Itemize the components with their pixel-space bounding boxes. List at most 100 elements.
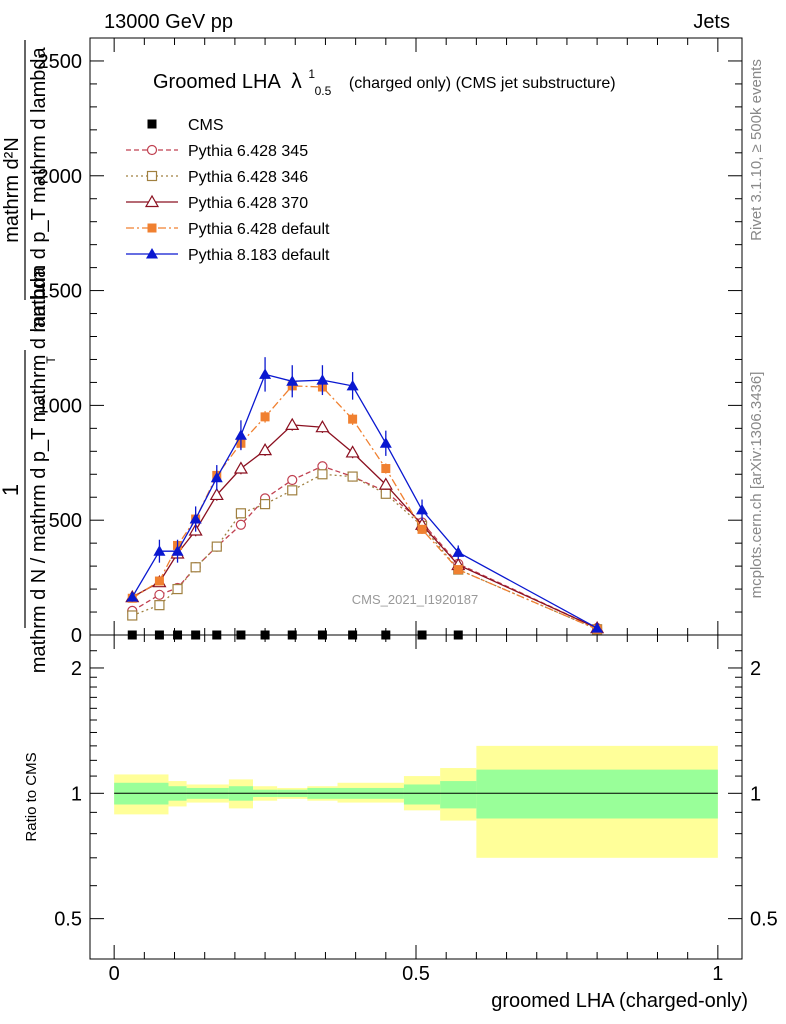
legend-label-pythia-6-428-346: Pythia 6.428 346: [188, 169, 308, 186]
legend-item-pythia-6-428-370: Pythia 6.428 370: [126, 194, 308, 212]
legend-label-pythia-8-183-default: Pythia 8.183 default: [188, 247, 330, 264]
data-point-pythia-8-183-default: [452, 546, 465, 557]
data-point-pythia-6-428-370: [345, 445, 360, 458]
legend-marker-pythia-6-428-346: [146, 170, 158, 182]
title-rest: (charged only) (CMS jet substructure): [349, 75, 616, 92]
ratio-ytick-label: 2: [71, 658, 82, 680]
ratio-ytick-label-right: 0.5: [750, 909, 778, 931]
data-point-pythia-6-428-346: [211, 541, 222, 552]
main-ylabel: 1 mathrm d N / mathrm d p_T mathrm d lam…: [0, 40, 58, 673]
data-point-pythia-6-428-default: [154, 576, 164, 586]
data-point-pythia-6-428-default: [260, 412, 270, 422]
data-point-pythia-8-183-default: [259, 368, 272, 379]
ylabel-top-denominator: mathrm d p_T mathrm d lambda: [28, 46, 50, 332]
legend-item-pythia-6-428-345: Pythia 6.428 345: [126, 143, 308, 160]
plot-title: Groomed LHA λ 1 0.5 (charged only) (CMS …: [153, 61, 616, 100]
title-subscript: 0.5: [315, 84, 332, 98]
data-point-pythia-6-428-370: [233, 461, 248, 474]
legend-item-pythia-6-428-346: Pythia 6.428 346: [126, 169, 308, 186]
data-point-pythia-8-183-default: [153, 545, 166, 556]
data-point-pythia-6-428-346: [235, 508, 247, 519]
data-point-pythia-6-428-346: [317, 469, 328, 480]
title-main: Groomed LHA: [153, 71, 281, 93]
data-point-pythia-6-428-370: [315, 419, 330, 433]
title-lambda: λ: [291, 70, 302, 93]
main-ytick-label: 2000: [38, 166, 83, 188]
data-point-pythia-6-428-346: [380, 488, 391, 499]
ratio-bands: [114, 745, 718, 858]
analysis-watermark: CMS_2021_I1920187: [352, 592, 479, 607]
ylabel-numerator: 1: [0, 484, 23, 496]
data-point-pythia-6-428-346: [259, 499, 271, 510]
legend-label-pythia-6-428-345: Pythia 6.428 345: [188, 143, 308, 160]
xtick-label: 0: [109, 963, 120, 985]
legend-marker-pythia-6-428-370: [144, 194, 160, 208]
data-point-pythia-8-183-default: [286, 375, 299, 386]
data-point-pythia-8-183-default: [346, 379, 359, 391]
ratio-band-inner: [440, 781, 477, 809]
data-point-pythia-8-183-default: [379, 437, 392, 448]
data-point-pythia-8-183-default: [210, 471, 223, 483]
mcplots-label: mcplots.cern.ch [arXiv:1306.3436]: [748, 372, 765, 599]
data-point-pythia-6-428-345: [287, 474, 298, 486]
ratio-ytick-label-right: 2: [750, 658, 761, 680]
data-point-pythia-6-428-346: [127, 610, 138, 621]
data-point-pythia-6-428-346: [190, 562, 201, 573]
series-line-pythia-6-428-346: [132, 473, 598, 630]
legend-marker-pythia-6-428-default: [147, 223, 157, 233]
data-point-pythia-6-428-370: [378, 477, 393, 490]
energy-label: 13000 GeV pp: [104, 11, 233, 33]
ratio-ytick-label: 0.5: [54, 909, 82, 931]
data-point-pythia-8-183-default: [591, 622, 604, 633]
data-point-pythia-8-183-default: [316, 374, 329, 385]
ylabel-denominator: mathrm d N / mathrm d p_T mathrm d lambd…: [28, 266, 50, 673]
legend-label-pythia-6-428-default: Pythia 6.428 default: [188, 221, 330, 238]
data-point-pythia-6-428-370: [258, 442, 273, 456]
legend-item-pythia-6-428-default: Pythia 6.428 default: [126, 221, 330, 238]
data-point-pythia-6-428-default: [453, 565, 463, 575]
main-ytick-label: 1500: [38, 281, 83, 303]
main-ytick-label: 2500: [38, 51, 83, 73]
data-point-pythia-6-428-default: [381, 464, 391, 474]
data-point-pythia-6-428-346: [172, 583, 183, 595]
data-point-pythia-6-428-346: [154, 600, 165, 611]
xtick-label: 0.5: [402, 963, 430, 985]
main-panel: 0 500 1000 1500 2000 2500 CMS_2021_I1920187: [38, 37, 743, 647]
legend-item-pythia-8-183-default: Pythia 8.183 default: [126, 247, 330, 264]
series-line-pythia-8-183-default: [131, 373, 598, 629]
main-axis-ticks: 0 500 1000 1500 2000 2500: [38, 38, 742, 647]
data-point-pythia-6-428-345: [235, 519, 247, 530]
legend-label-pythia-6-428-370: Pythia 6.428 370: [188, 195, 308, 212]
rivet-version-label: Rivet 3.1.10, ≥ 500k events: [748, 59, 765, 241]
main-series-layer: [125, 357, 605, 640]
data-point-pythia-6-428-default: [348, 414, 358, 424]
data-point-pythia-6-428-default: [417, 524, 427, 534]
data-point-pythia-6-428-346: [347, 471, 358, 482]
legend-marker-pythia-8-183-default: [146, 248, 158, 259]
legend-marker-pythia-6-428-345: [146, 144, 158, 156]
data-point-pythia-6-428-370: [285, 417, 300, 431]
title-superscript: 1: [308, 67, 315, 81]
category-label: Jets: [693, 11, 730, 33]
data-point-pythia-6-428-370: [209, 487, 224, 501]
xtick-label: 1: [712, 963, 723, 985]
data-point-pythia-8-183-default: [234, 429, 247, 440]
ylabel-subscript-t: T: [44, 356, 58, 364]
x-axis-label: groomed LHA (charged-only): [491, 990, 748, 1012]
main-ytick-label: 500: [49, 510, 82, 532]
data-point-pythia-6-428-345: [154, 589, 165, 600]
data-point-pythia-8-183-default: [189, 513, 202, 524]
ratio-ytick-label: 1: [71, 783, 82, 805]
series-line-pythia-6-428-345: [131, 465, 598, 629]
main-ytick-label: 1000: [38, 395, 83, 417]
data-point-pythia-8-183-default: [126, 591, 139, 602]
legend-item-cms: CMS: [147, 117, 224, 134]
ratio-band-inner: [476, 769, 718, 819]
ratio-axis-ticks: 0.5 0.5 1 1 2 2 0 0.5 1: [54, 635, 778, 985]
series-pythia-8-183-default: [126, 357, 604, 633]
legend-marker-cms: [147, 119, 157, 129]
data-point-pythia-6-428-346: [287, 485, 298, 496]
data-point-pythia-8-183-default: [171, 545, 184, 556]
ratio-band-inner: [403, 784, 441, 805]
ratio-ytick-label-right: 1: [750, 783, 761, 805]
